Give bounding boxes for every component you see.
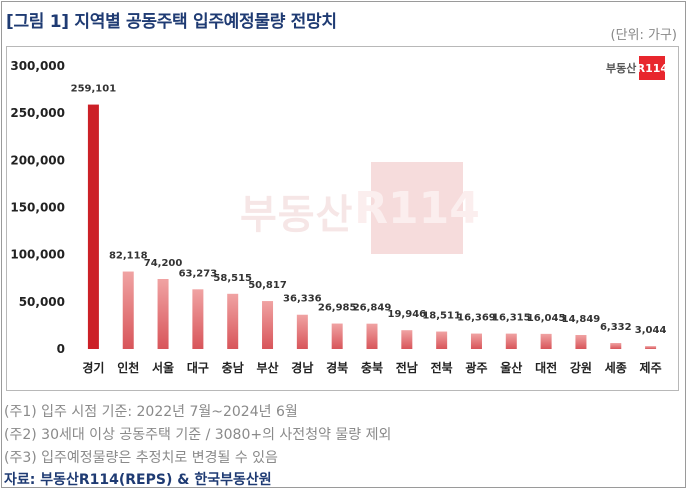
bar xyxy=(366,323,378,349)
data-label: 16,369 xyxy=(457,313,496,324)
bar xyxy=(157,279,169,349)
data-label: 19,946 xyxy=(388,309,427,320)
y-tick-label: 150,000 xyxy=(10,201,65,215)
x-tick-label: 세종 xyxy=(605,360,627,375)
bar xyxy=(401,330,413,349)
data-label: 26,985 xyxy=(318,303,357,314)
x-tick-label: 인천 xyxy=(117,360,139,375)
data-label: 16,045 xyxy=(527,313,566,324)
data-label: 58,515 xyxy=(213,273,252,284)
bar xyxy=(331,323,343,349)
bar xyxy=(296,314,308,349)
note-1: (주1) 입주 시점 기준: 2022년 7월~2024년 6월 xyxy=(4,404,298,420)
bar xyxy=(262,301,274,349)
bar xyxy=(192,289,204,349)
data-label: 74,200 xyxy=(144,258,183,269)
data-label: 36,336 xyxy=(283,294,322,305)
data-label: 63,273 xyxy=(179,268,218,279)
source-line: 자료: 부동산R114(REPS) & 한국부동산원 xyxy=(4,472,272,488)
bar xyxy=(645,346,657,349)
data-label: 16,315 xyxy=(492,313,531,324)
x-tick-label: 충남 xyxy=(222,360,244,375)
bar xyxy=(436,331,448,349)
data-label: 3,044 xyxy=(635,325,667,336)
x-tick-label: 울산 xyxy=(500,360,522,375)
data-label: 14,849 xyxy=(562,314,601,325)
data-label: 6,332 xyxy=(600,322,632,333)
x-tick-label: 대구 xyxy=(187,361,209,375)
chart-area xyxy=(6,46,679,391)
y-tick-label: 50,000 xyxy=(19,295,65,309)
watermark-text: 부동산 xyxy=(240,192,354,238)
data-label: 82,118 xyxy=(109,251,148,262)
y-tick-label: 100,000 xyxy=(10,248,65,262)
watermark-logo-icon: R114 xyxy=(354,162,480,254)
y-tick-label: 300,000 xyxy=(10,59,65,73)
x-tick-label: 강원 xyxy=(570,361,592,375)
bar xyxy=(540,333,552,349)
bar xyxy=(470,333,482,349)
x-tick-label: 서울 xyxy=(152,360,174,375)
y-tick-label: 0 xyxy=(57,342,65,356)
note-2: (주2) 30세대 이상 공동주택 기준 / 3080+의 사전청약 물량 제외 xyxy=(4,427,392,443)
x-tick-label: 경남 xyxy=(291,360,313,375)
r114-logo: 부동산 R114 xyxy=(606,56,668,80)
note-3: (주3) 입주예정물량은 추정치로 변경될 수 있음 xyxy=(4,450,278,466)
x-tick-label: 경기 xyxy=(82,360,104,375)
x-tick-label: 부산 xyxy=(256,360,278,375)
x-tick-label: 충북 xyxy=(361,360,383,375)
bar xyxy=(610,343,622,349)
unit-label: (단위: 가구) xyxy=(610,28,678,43)
x-tick-label: 전북 xyxy=(431,360,453,375)
bar xyxy=(575,334,587,349)
x-tick-label: 광주 xyxy=(465,360,487,375)
data-label: 26,849 xyxy=(353,303,392,314)
logo-text: 부동산 xyxy=(606,62,637,75)
x-tick-label: 대전 xyxy=(535,360,557,375)
figure-title: [그림 1] 지역별 공동주택 입주예정물량 전망치 xyxy=(6,12,337,32)
bar xyxy=(227,293,239,349)
x-tick-label: 제주 xyxy=(640,361,662,375)
x-tick-label: 전남 xyxy=(396,360,418,375)
bar xyxy=(505,333,517,349)
data-label: 18,511 xyxy=(422,311,461,322)
x-tick-label: 경북 xyxy=(326,361,348,375)
data-label: 50,817 xyxy=(248,280,287,291)
logo-mark-icon: R114 xyxy=(637,56,668,80)
bar xyxy=(87,104,99,349)
y-tick-label: 250,000 xyxy=(10,106,65,120)
bar xyxy=(122,271,134,349)
data-label: 259,101 xyxy=(71,84,117,95)
y-tick-label: 200,000 xyxy=(10,153,65,167)
